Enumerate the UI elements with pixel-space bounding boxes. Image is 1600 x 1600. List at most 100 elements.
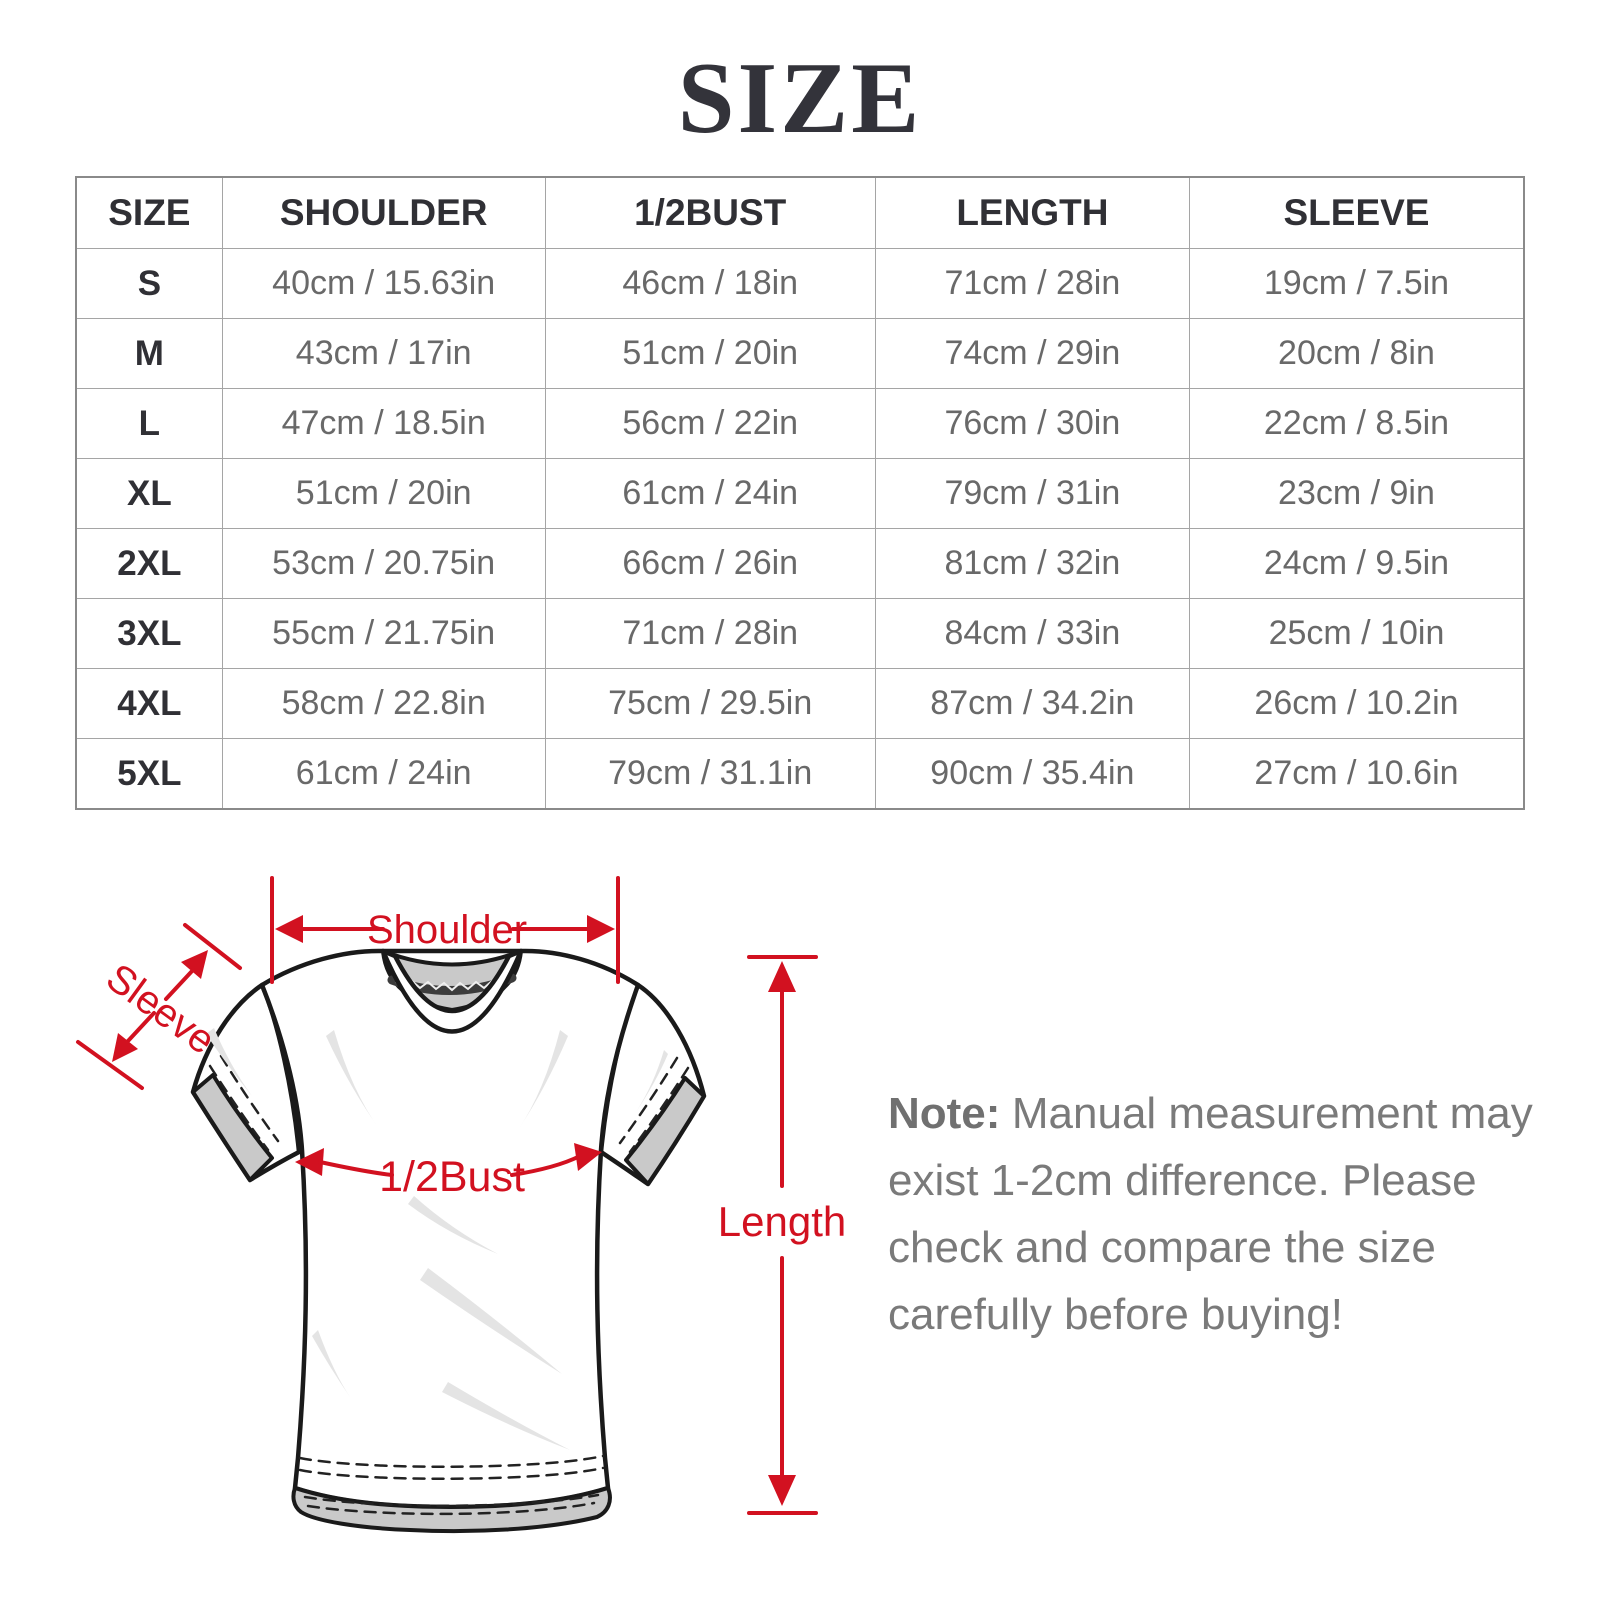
col-header-bust: 1/2BUST [544,176,876,249]
table-cell: 26cm / 10.2in [1188,668,1525,739]
hem-stitching [298,1454,605,1468]
size-label: 5XL [75,738,223,810]
note-line: Note: Manual measurement may [888,1080,1533,1147]
size-label: S [75,248,223,319]
shoulder-left-arrowhead [275,915,303,943]
tshirt-left-cuff [191,1073,274,1182]
wrinkle [312,1330,352,1400]
size-label: 2XL [75,528,223,599]
sleeve-upper-tick [183,923,242,970]
left-cuff-stitching [208,1064,270,1152]
col-header-sleeve: SLEEVE [1188,176,1525,249]
length-measure: Length [718,955,846,1515]
note-line: exist 1-2cm difference. Please [888,1156,1477,1205]
table-row: 2XL 53cm / 20.75in 66cm / 26in 81cm / 32… [75,528,1525,599]
table-cell: 75cm / 29.5in [544,668,876,739]
table-cell: 23cm / 9in [1188,458,1525,529]
sleeve-upper-shaft [164,968,195,1001]
table-cell: 20cm / 8in [1188,318,1525,389]
table-row: 3XL 55cm / 21.75in 71cm / 28in 84cm / 33… [75,598,1525,669]
wrinkle [442,1382,570,1450]
table-cell: 51cm / 20in [221,458,546,529]
shoulder-right-arrowhead [587,915,615,943]
col-header-shoulder: SHOULDER [221,176,546,249]
measurement-note: Note: Manual measurement may exist 1-2cm … [888,1080,1533,1348]
table-cell: 79cm / 31in [874,458,1190,529]
size-label: M [75,318,223,389]
size-label: 4XL [75,668,223,739]
table-cell: 79cm / 31.1in [544,738,876,810]
shoulder-label: Shoulder [367,908,527,952]
length-label: Length [718,1198,846,1245]
hem-stitching [306,1501,596,1516]
col-header-size: SIZE [75,176,223,249]
wrinkle [408,1196,498,1254]
note-label: Note: [888,1089,1001,1138]
table-cell: 84cm / 33in [874,598,1190,669]
sleeve-upper-arrowhead [181,950,208,979]
note-line: check and compare the size [888,1223,1436,1272]
size-label: L [75,388,223,459]
hem-stitching [298,1466,605,1480]
sleeve-lower-shaft [126,1011,156,1043]
table-cell: 76cm / 30in [874,388,1190,459]
table-cell: 55cm / 21.75in [221,598,546,669]
page-title: SIZE [677,42,923,155]
table-cell: 25cm / 10in [1188,598,1525,669]
table-cell: 22cm / 8.5in [1188,388,1525,459]
table-row: 4XL 58cm / 22.8in 75cm / 29.5in 87cm / 3… [75,668,1525,739]
table-cell: 24cm / 9.5in [1188,528,1525,599]
table-cell: 47cm / 18.5in [221,388,546,459]
shoulder-measure: Shoulder [270,876,620,984]
table-cell: 71cm / 28in [544,598,876,669]
table-cell: 74cm / 29in [874,318,1190,389]
table-cell: 43cm / 17in [221,318,546,389]
note-text: Manual measurement may [1011,1089,1533,1138]
wrinkle [636,1050,668,1112]
table-cell: 27cm / 10.6in [1188,738,1525,810]
collar-zigzag-stitch [395,979,509,992]
right-cuff-stitching [618,1056,679,1145]
length-down-arrowhead [768,1475,796,1506]
col-header-length: LENGTH [874,176,1190,249]
right-cuff-stitching [628,1066,690,1154]
table-cell: 40cm / 15.63in [221,248,546,319]
bust-line-left [318,1160,394,1177]
tshirt-front-collar [380,948,524,1034]
table-cell: 90cm / 35.4in [874,738,1190,810]
bust-measure: 1/2Bust [295,1143,602,1201]
header-row: SIZE SHOULDER 1/2BUST LENGTH SLEEVE [75,176,1525,249]
wrinkle [206,1028,252,1096]
table-cell: 56cm / 22in [544,388,876,459]
bust-label: 1/2Bust [379,1153,525,1201]
table-row: S 40cm / 15.63in 46cm / 18in 71cm / 28in… [75,248,1525,319]
wrinkle [518,1030,568,1130]
table-cell: 81cm / 32in [874,528,1190,599]
table-cell: 46cm / 18in [544,248,876,319]
table-cell: 51cm / 20in [544,318,876,389]
wrinkle [326,1030,380,1130]
length-up-arrowhead [768,961,796,992]
table-cell: 61cm / 24in [544,458,876,529]
tshirt-right-cuff [624,1076,706,1186]
table-row: 5XL 61cm / 24in 79cm / 31.1in 90cm / 35.… [75,738,1525,810]
left-cuff-stitching [219,1054,280,1143]
size-label: 3XL [75,598,223,669]
tshirt-measurement-diagram: Shoulder Sleeve 1/2Bust [70,850,910,1600]
table-cell: 19cm / 7.5in [1188,248,1525,319]
table-cell: 58cm / 22.8in [221,668,546,739]
table-cell: 71cm / 28in [874,248,1190,319]
bust-left-arrowhead [295,1148,324,1176]
table-row: M 43cm / 17in 51cm / 20in 74cm / 29in 20… [75,318,1525,389]
table-cell: 66cm / 26in [544,528,876,599]
table-cell: 87cm / 34.2in [874,668,1190,739]
size-table: SIZE SHOULDER 1/2BUST LENGTH SLEEVE S 40… [75,176,1525,810]
size-label: XL [75,458,223,529]
bust-right-arrowhead [574,1143,602,1171]
sleeve-lower-arrowhead [112,1033,138,1062]
table-cell: 53cm / 20.75in [221,528,546,599]
table-cell: 61cm / 24in [221,738,546,810]
bust-line-right [510,1154,582,1177]
table-row: XL 51cm / 20in 61cm / 24in 79cm / 31in 2… [75,458,1525,529]
